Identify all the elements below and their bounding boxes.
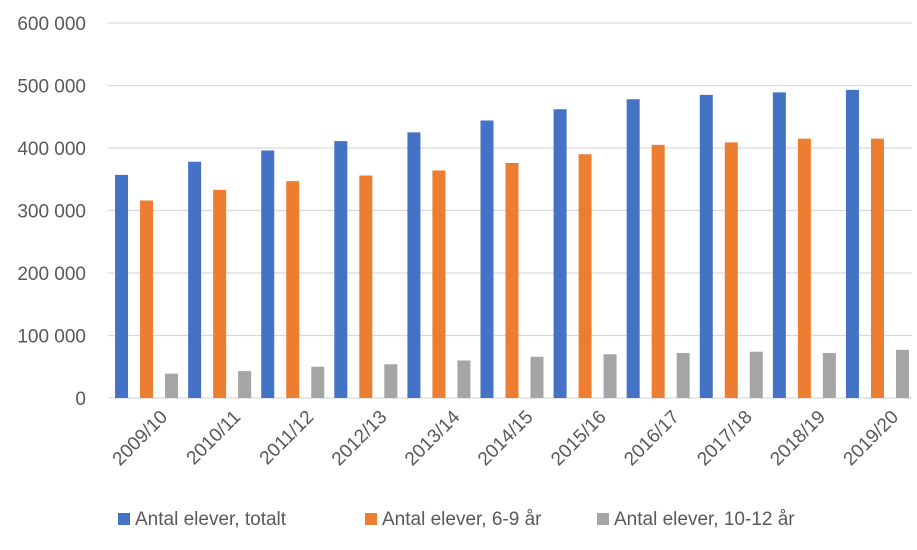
legend-label: Antal elever, totalt — [135, 509, 287, 530]
y-tick-label: 300 000 — [17, 202, 86, 223]
y-tick-label: 500 000 — [17, 77, 86, 98]
y-tick-label: 400 000 — [17, 139, 86, 160]
bar-total — [480, 120, 494, 398]
x-tick-label: 2018/19 — [766, 407, 829, 470]
bar-age-10-12 — [749, 351, 763, 398]
legend-swatch — [118, 513, 130, 525]
bar-age-6-9 — [432, 170, 446, 398]
bar-age-10-12 — [676, 353, 690, 398]
legend-swatch — [365, 513, 377, 525]
bar-total — [626, 99, 640, 398]
x-tick-label: 2019/20 — [840, 407, 903, 470]
y-tick-label: 100 000 — [17, 327, 86, 348]
bar-age-6-9 — [505, 163, 519, 398]
bar-age-10-12 — [895, 349, 909, 398]
bar-age-10-12 — [311, 366, 325, 398]
legend-swatch — [597, 513, 609, 525]
bar-age-6-9 — [870, 138, 884, 398]
bar-total — [772, 92, 786, 398]
bar-total — [188, 161, 202, 398]
y-axis-ticks: 0 100 000 200 000 300 000 400 000 500 000 600 … — [17, 14, 86, 410]
bar-age-6-9 — [797, 138, 811, 398]
x-tick-label: 2014/15 — [474, 407, 537, 470]
bar-age-10-12 — [457, 360, 471, 398]
y-tick-label: 200 000 — [17, 264, 86, 285]
bar-age-6-9 — [213, 189, 227, 398]
bar-age-6-9 — [578, 154, 592, 398]
bar-total — [553, 109, 567, 398]
x-tick-label: 2012/13 — [328, 407, 391, 470]
bar-age-6-9 — [140, 200, 154, 398]
x-tick-label: 2010/11 — [183, 407, 245, 469]
bar-total — [261, 150, 275, 398]
bar-age-10-12 — [165, 373, 179, 398]
bar-total — [115, 174, 129, 398]
legend: Antal elever, totalt Antal elever, 6-9 år… — [118, 509, 795, 530]
bar-age-6-9 — [286, 181, 300, 398]
x-tick-label: 2009/10 — [109, 407, 172, 470]
legend-label: Antal elever, 10-12 år — [614, 509, 795, 530]
y-tick-label: 600 000 — [17, 14, 86, 35]
x-tick-label: 2011/12 — [256, 407, 318, 469]
y-tick-label: 0 — [75, 389, 86, 410]
bar-total — [407, 132, 421, 398]
bars — [115, 89, 909, 398]
bar-age-10-12 — [384, 364, 398, 398]
x-tick-label: 2013/14 — [401, 406, 465, 470]
x-axis-ticks: 2009/10 2010/11 2011/12 2012/13 2013/14 2014/… — [109, 406, 903, 470]
x-tick-label: 2015/16 — [547, 407, 610, 470]
bar-total — [334, 141, 348, 398]
bar-age-10-12 — [822, 353, 836, 398]
x-tick-label: 2016/17 — [620, 407, 683, 470]
bar-age-6-9 — [724, 142, 738, 398]
bar-age-10-12 — [603, 354, 617, 398]
bar-age-6-9 — [651, 144, 665, 398]
bar-total — [699, 94, 713, 398]
bar-age-10-12 — [530, 356, 544, 398]
legend-label: Antal elever, 6-9 år — [382, 509, 542, 530]
bar-age-10-12 — [238, 371, 252, 398]
bar-age-6-9 — [359, 175, 373, 398]
bar-total — [845, 89, 859, 398]
x-tick-label: 2017/18 — [693, 407, 756, 470]
